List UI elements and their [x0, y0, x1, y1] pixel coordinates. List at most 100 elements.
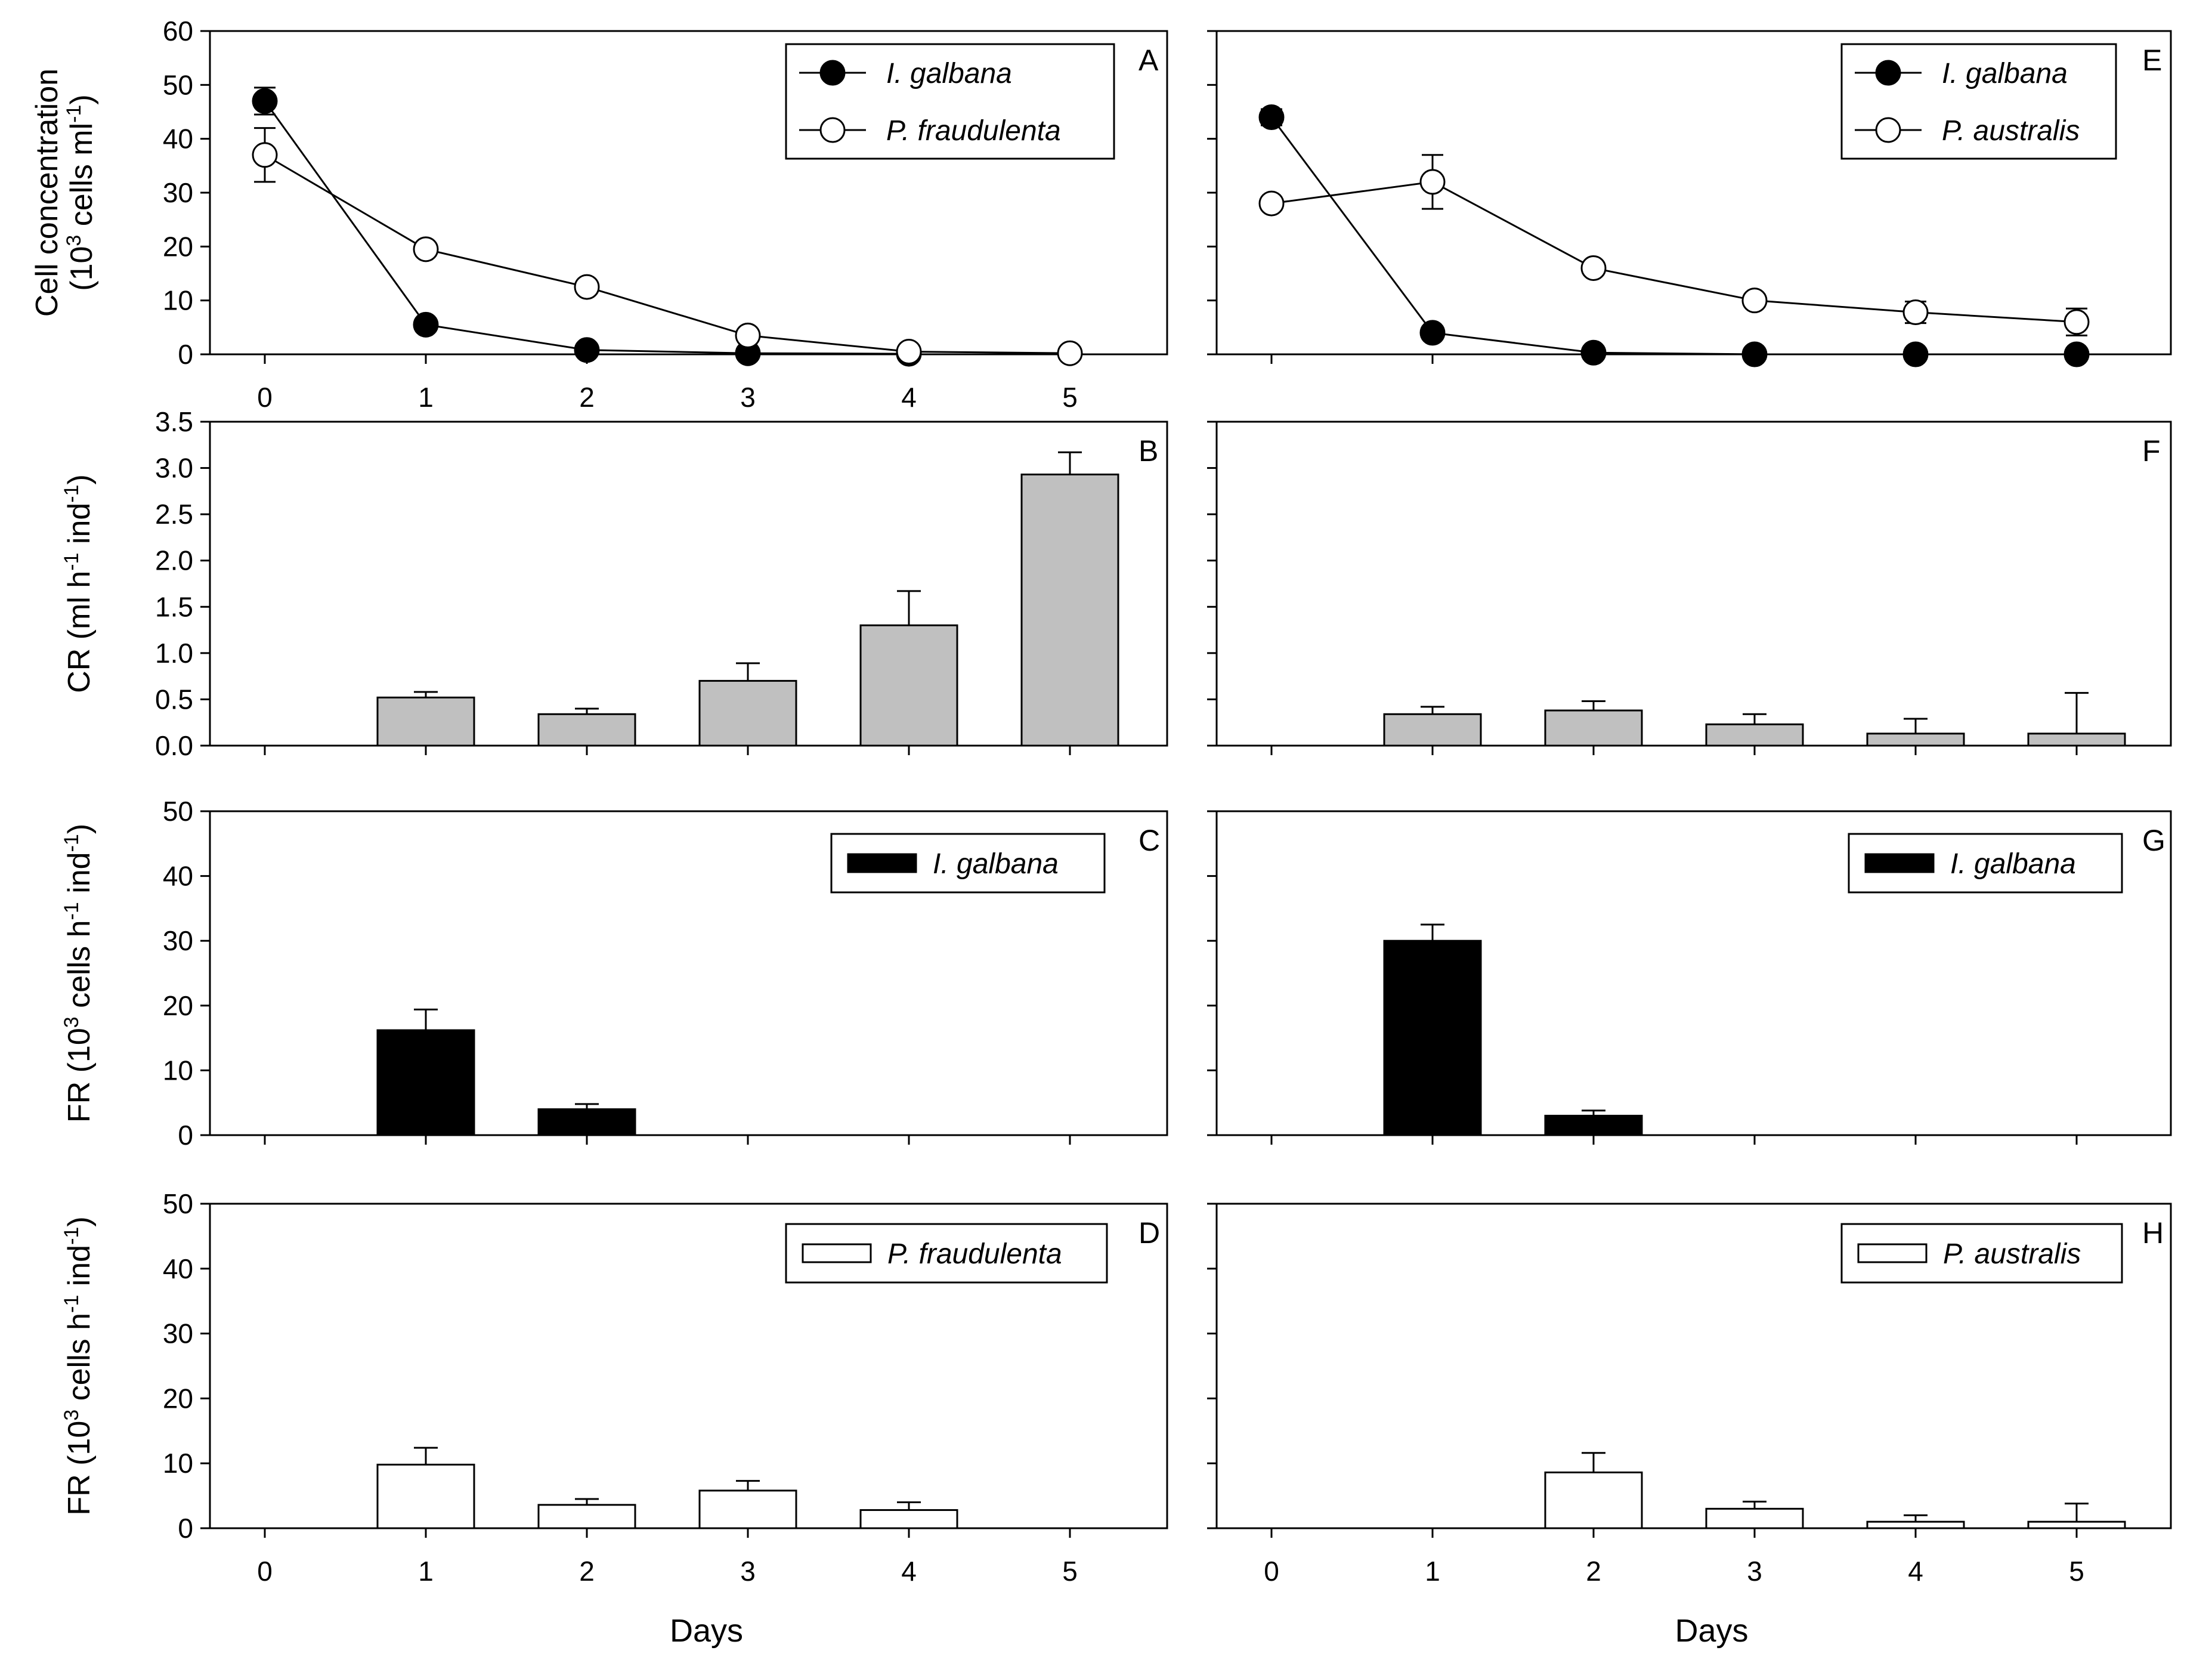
panel-c: 0 10 20 30 40 50 FR (103 cells h-1 ind-1) C I. g… [60, 796, 1168, 1151]
legend-swatch [1864, 853, 1935, 873]
y-axis-title-units: (103 cells ml-1) [63, 94, 99, 290]
data-point [1258, 104, 1285, 131]
bar [698, 679, 797, 747]
bar [1544, 1471, 1643, 1529]
x-tick-label: 5 [1062, 382, 1078, 413]
y-axis-title: FR (103 cells h-1 ind-1) [60, 1216, 97, 1515]
bar [1383, 939, 1482, 1136]
data-point [1741, 288, 1768, 314]
y-tick-label: 50 [163, 69, 193, 100]
bar [1705, 723, 1804, 747]
y-tick-label: 50 [163, 1188, 193, 1219]
panel-d: 0 10 20 30 40 50 0 1 2 3 4 5 Days FR (103 cells h-1 i… [60, 1188, 1168, 1649]
legend-marker [819, 60, 846, 86]
y-tick-label: 10 [163, 1055, 193, 1086]
x-tick-label: 1 [1425, 1556, 1440, 1587]
data-point [413, 236, 439, 262]
bar [2027, 732, 2126, 747]
bar [376, 1029, 475, 1136]
bar [1383, 713, 1482, 747]
data-point [2063, 341, 2090, 367]
bar [1866, 1520, 1965, 1529]
y-tick-label: 40 [163, 861, 193, 892]
data-point [896, 338, 922, 364]
plot-frame [209, 421, 1168, 747]
bar [859, 1509, 958, 1529]
data-point [1902, 341, 1929, 367]
x-tick-label: 4 [1908, 1556, 1923, 1587]
bar [2027, 1520, 2126, 1529]
y-tick-label: 0.0 [155, 730, 193, 761]
x-axis-title: Days [1675, 1613, 1748, 1649]
panel-letter: B [1139, 434, 1158, 468]
data-point [413, 311, 439, 338]
legend: P. australis [1840, 1223, 2123, 1284]
x-tick-label: 0 [257, 382, 273, 413]
legend-label: P. fraudulenta [887, 1238, 1062, 1270]
legend: P. fraudulenta [785, 1223, 1108, 1284]
y-tick-label: 0 [178, 1120, 193, 1151]
y-tick-label: 50 [163, 796, 193, 827]
x-tick-label: 4 [901, 382, 917, 413]
panel-letter: D [1139, 1216, 1160, 1250]
series-line [1270, 116, 2077, 356]
y-axis-title: FR (103 cells h-1 ind-1) [60, 824, 97, 1123]
bar [1544, 709, 1643, 747]
bar [1866, 732, 1965, 747]
panel-a: 0 10 20 30 40 50 60 0 1 2 3 4 5 Cell concentration (10… [30, 16, 1168, 413]
x-tick-label: 5 [2069, 1556, 2084, 1587]
bar [1544, 1114, 1643, 1136]
data-point [1902, 299, 1929, 326]
bar [859, 624, 958, 747]
legend-label: P. australis [1942, 115, 2080, 147]
y-tick-label: 20 [163, 1383, 193, 1414]
y-tick-label: 10 [163, 1448, 193, 1479]
x-tick-label: 2 [1586, 1556, 1601, 1587]
panel-letter: G [2142, 824, 2165, 857]
data-point [574, 337, 600, 363]
y-tick-label: 1.5 [155, 591, 193, 622]
y-tick-label: 2.0 [155, 545, 193, 576]
data-point [1258, 190, 1285, 217]
legend: I. galbana P. australis [1840, 43, 2117, 160]
bar [537, 1504, 636, 1529]
bar [537, 713, 636, 747]
plot-frame [1215, 1203, 2172, 1529]
legend-label: P. australis [1943, 1238, 2081, 1270]
x-tick-label: 1 [418, 382, 434, 413]
data-point [574, 274, 600, 300]
legend: I. galbana [1848, 833, 2123, 894]
x-tick-label: 2 [579, 1556, 595, 1587]
legend-marker [1875, 117, 1901, 143]
legend: I. galbana [830, 833, 1106, 894]
y-tick-label: 30 [163, 1318, 193, 1349]
bar [376, 1463, 475, 1529]
legend-marker [819, 117, 846, 143]
legend-label: I. galbana [933, 848, 1059, 880]
panel-letter: A [1139, 44, 1159, 77]
y-axis-title: CR (ml h-1 ind-1) [60, 474, 97, 693]
y-tick-label: 0.5 [155, 684, 193, 715]
panel-letter: E [2142, 44, 2162, 77]
panel-g: G I. galbana [1207, 810, 2172, 1145]
x-tick-label: 0 [257, 1556, 273, 1587]
y-tick-label: 40 [163, 123, 193, 154]
data-point [1419, 320, 1446, 346]
panel-letter: H [2142, 1216, 2164, 1250]
data-point [735, 322, 761, 348]
plot-frame [209, 810, 1168, 1136]
bar [698, 1489, 797, 1529]
data-point [1419, 169, 1446, 195]
data-point [1580, 255, 1607, 281]
panel-e: E I. galbana P. australis [1207, 30, 2172, 367]
x-tick-label: 3 [740, 382, 756, 413]
y-tick-label: 40 [163, 1253, 193, 1284]
x-tick-label: 3 [740, 1556, 756, 1587]
bar [1020, 473, 1119, 747]
x-tick-label: 4 [901, 1556, 917, 1587]
data-point [1741, 341, 1768, 367]
y-tick-label: 20 [163, 231, 193, 262]
x-tick-label: 3 [1747, 1556, 1762, 1587]
data-point [252, 142, 278, 168]
